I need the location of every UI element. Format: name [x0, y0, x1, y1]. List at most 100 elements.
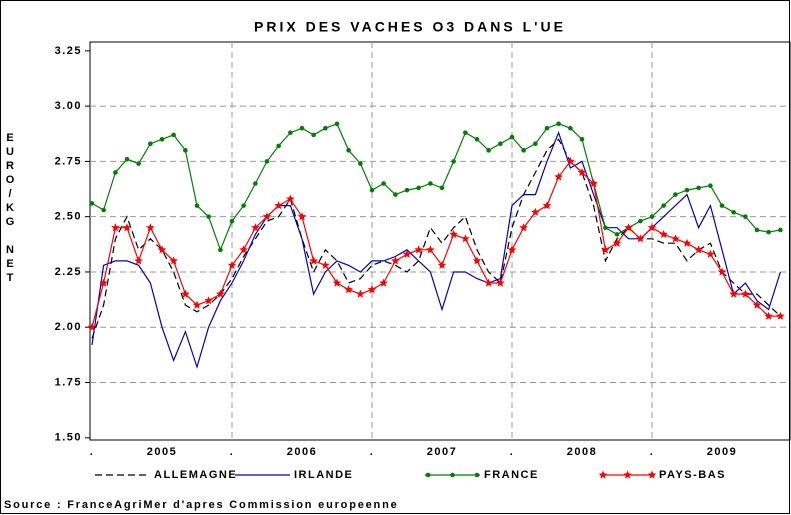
marker: [449, 229, 458, 238]
marker: [461, 234, 470, 243]
marker: [719, 203, 725, 208]
marker: [624, 223, 633, 232]
marker: [299, 125, 305, 131]
marker: [577, 168, 587, 177]
marker: [521, 148, 526, 153]
marker: [309, 256, 318, 265]
marker: [568, 125, 573, 131]
marker: [437, 260, 447, 269]
series-line: [91, 160, 781, 328]
marker: [124, 156, 130, 162]
marker: [229, 218, 235, 224]
x-tick-label: 2006: [287, 446, 317, 458]
marker: [684, 187, 690, 193]
marker: [379, 278, 388, 287]
marker: [556, 121, 561, 127]
marker: [425, 472, 431, 478]
marker: [496, 278, 505, 287]
marker: [323, 125, 328, 131]
marker: [227, 260, 237, 269]
marker: [743, 214, 748, 219]
marker: [741, 289, 750, 298]
marker: [598, 470, 608, 479]
marker: [218, 247, 223, 253]
y-tick-label: 2.75: [55, 155, 82, 167]
y-tick-label: 2.25: [55, 266, 82, 278]
marker: [764, 311, 773, 320]
marker: [579, 136, 585, 142]
marker: [623, 470, 632, 479]
marker: [706, 249, 715, 258]
marker: [148, 141, 153, 147]
marker: [566, 156, 575, 165]
marker: [731, 209, 736, 215]
marker: [253, 181, 258, 186]
marker: [554, 172, 563, 181]
marker: [649, 214, 655, 219]
marker: [311, 132, 316, 138]
marker: [134, 256, 143, 265]
source: Source : FranceAgriMer d'apres Commissio…: [4, 499, 399, 511]
marker: [544, 125, 550, 131]
marker: [486, 148, 491, 153]
marker: [776, 311, 785, 320]
marker: [262, 212, 272, 221]
marker: [426, 245, 435, 254]
marker: [729, 289, 738, 298]
x-tick-label: 2005: [147, 446, 177, 458]
chart-title: PRIX DES VACHES O3 DANS L'UE: [254, 19, 566, 35]
marker: [766, 229, 771, 235]
marker: [204, 296, 213, 305]
marker: [369, 187, 375, 193]
marker: [507, 245, 517, 254]
marker: [533, 141, 538, 147]
marker: [136, 161, 141, 166]
marker: [614, 232, 620, 237]
marker: [474, 472, 480, 478]
marker: [321, 260, 330, 269]
marker: [589, 179, 598, 188]
x-minor-label: .: [90, 446, 95, 458]
marker: [367, 285, 377, 294]
marker: [531, 207, 540, 216]
marker: [612, 238, 622, 247]
series-line: [91, 138, 781, 339]
y-tick-label: 2.00: [55, 321, 82, 333]
x-minor-label: .: [650, 446, 655, 458]
marker: [472, 256, 482, 265]
x-minor-label: .: [370, 446, 375, 458]
marker: [474, 136, 480, 142]
marker: [89, 201, 95, 206]
marker: [241, 203, 246, 208]
marker: [414, 245, 423, 254]
marker: [404, 187, 410, 193]
marker: [661, 203, 666, 208]
marker: [450, 472, 455, 478]
marker: [647, 470, 657, 479]
legend-label: PAYS-BAS: [659, 469, 726, 481]
marker: [206, 214, 211, 219]
marker: [659, 229, 668, 238]
marker: [393, 192, 398, 197]
marker: [111, 223, 120, 232]
x-minor-label: .: [230, 446, 235, 458]
marker: [113, 170, 118, 175]
y-axis-label: EURO/KG NET: [4, 132, 16, 286]
marker: [673, 192, 678, 197]
x-minor-label: .: [510, 446, 515, 458]
marker: [519, 223, 528, 232]
legend-label: IRLANDE: [294, 469, 353, 481]
marker: [542, 201, 552, 210]
marker: [194, 203, 200, 208]
marker: [754, 227, 760, 233]
marker: [274, 201, 283, 210]
marker: [463, 130, 468, 135]
marker: [276, 143, 281, 149]
y-tick-label: 1.75: [55, 376, 82, 388]
marker: [356, 289, 365, 298]
marker: [402, 249, 412, 258]
y-tick-label: 3.25: [55, 45, 82, 57]
marker: [647, 223, 657, 232]
